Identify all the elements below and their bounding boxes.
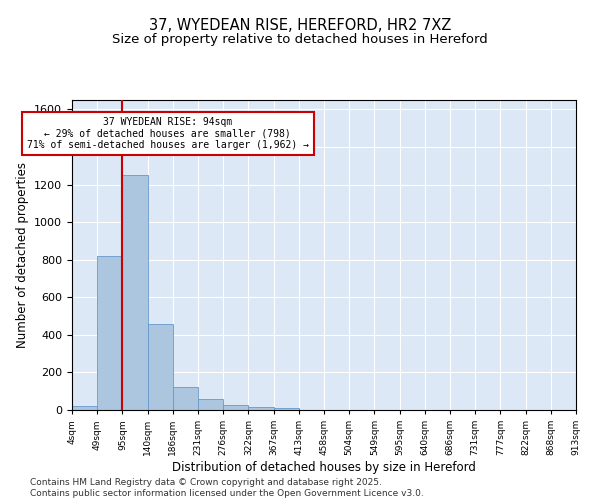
Text: Contains HM Land Registry data © Crown copyright and database right 2025.
Contai: Contains HM Land Registry data © Crown c… (30, 478, 424, 498)
Text: Size of property relative to detached houses in Hereford: Size of property relative to detached ho… (112, 32, 488, 46)
Bar (223, 406, 248, 410)
Y-axis label: Number of detached properties: Number of detached properties (16, 162, 29, 348)
Text: 37, WYEDEAN RISE, HEREFORD, HR2 7XZ: 37, WYEDEAN RISE, HEREFORD, HR2 7XZ (149, 18, 451, 32)
Bar (274, 408, 299, 410)
Bar (148, 324, 173, 410)
X-axis label: Distribution of detached houses by size in Hereford: Distribution of detached houses by size … (172, 461, 476, 474)
Bar (122, 175, 148, 410)
Bar (198, 399, 223, 410)
Bar (173, 386, 198, 410)
Bar (248, 407, 274, 410)
Text: 37 WYEDEAN RISE: 94sqm
← 29% of detached houses are smaller (798)
71% of semi-de: 37 WYEDEAN RISE: 94sqm ← 29% of detached… (27, 117, 309, 150)
Bar (97, 256, 122, 410)
Bar (72, 406, 97, 410)
